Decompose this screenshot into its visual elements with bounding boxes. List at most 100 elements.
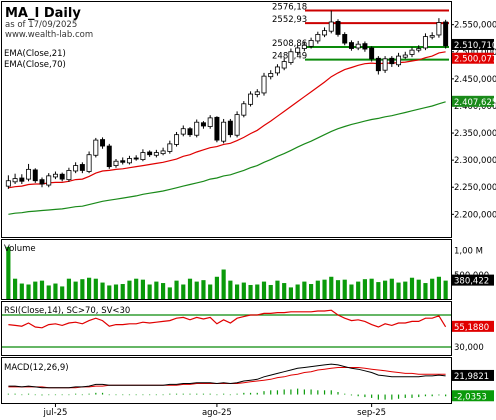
volume-bar xyxy=(26,284,31,299)
macd-hist-bar xyxy=(411,394,413,398)
volume-last-tag xyxy=(452,274,494,286)
candle-body xyxy=(227,120,233,136)
macd-hist-bar xyxy=(108,394,110,396)
candle-body xyxy=(342,34,348,44)
price-ytick-label: 2.250,000 xyxy=(454,183,496,193)
candle-body xyxy=(369,47,375,60)
axes: jul-25 ago-25 sep-25 xyxy=(42,403,386,418)
price-panel-frame xyxy=(1,1,452,238)
volume-bar xyxy=(349,284,354,299)
volume-bar xyxy=(282,283,287,299)
macd-hist-bar xyxy=(162,394,164,396)
macd-series: 21,9821 -2,0353 xyxy=(7,363,494,402)
level-label: 2552,93 xyxy=(272,15,307,25)
volume-bar xyxy=(187,278,193,299)
volume-bar xyxy=(309,284,314,299)
candle-body xyxy=(194,121,200,136)
volume-bar xyxy=(335,280,341,299)
volume-bar xyxy=(13,278,18,299)
candle-body xyxy=(59,173,65,180)
candle-body xyxy=(248,93,254,105)
candle-body xyxy=(140,152,146,160)
candle-body xyxy=(79,164,85,171)
candle-body xyxy=(261,75,267,94)
volume-bar xyxy=(416,279,421,299)
candle-body xyxy=(348,42,354,49)
candle-body xyxy=(93,139,99,156)
macd-hist-bar xyxy=(115,394,117,396)
price-last-tag xyxy=(452,38,494,50)
price-last-label: 2.407,625 xyxy=(454,98,496,108)
macd-hist-bar xyxy=(364,394,366,398)
candle-body xyxy=(335,21,341,35)
macd-hist-bar xyxy=(41,394,43,396)
legend-ema21: EMA(Close,21) xyxy=(4,49,66,59)
x-tick-label: sep-25 xyxy=(357,408,386,418)
macd-last-label: -2,0353 xyxy=(454,392,487,402)
macd-hist-bar xyxy=(21,394,23,396)
macd-hist-bar xyxy=(371,394,373,398)
macd-hist-bar xyxy=(142,394,144,396)
volume-bar xyxy=(383,280,388,299)
candle-body xyxy=(32,169,38,182)
macd-hist-bar xyxy=(297,388,299,395)
volume-bar xyxy=(342,279,347,299)
candle-body xyxy=(436,22,442,36)
candle-body xyxy=(39,179,45,185)
volume-bar xyxy=(194,281,199,299)
candle-body xyxy=(382,58,388,71)
candle-body xyxy=(274,66,280,74)
rsi-ytick-label: 30,000 xyxy=(454,343,484,353)
macd-hist-bar xyxy=(384,394,386,400)
volume-bar xyxy=(396,282,401,299)
legend-ema70: EMA(Close,70) xyxy=(4,60,66,70)
candle-body xyxy=(167,143,173,152)
volume-bar xyxy=(241,282,246,299)
macd-hist-bar xyxy=(14,393,16,395)
volume-series: 1,00 M500,000380,422 xyxy=(6,247,494,299)
macd-hist-bar xyxy=(330,390,332,395)
volume-bar xyxy=(214,276,219,299)
macd-panel-frame xyxy=(1,357,452,404)
macd-hist-bar xyxy=(424,394,427,397)
volume-bar xyxy=(208,284,213,299)
candle-body xyxy=(281,61,287,69)
volume-bar xyxy=(167,287,172,299)
rsi-last-label: 55,1880 xyxy=(454,323,489,333)
candle-body xyxy=(160,150,166,155)
volume-bar xyxy=(235,284,240,299)
price-ytick-label: 2.550,000 xyxy=(454,21,496,31)
volume-bar xyxy=(93,278,98,299)
candle-body xyxy=(174,134,180,145)
volume-bar xyxy=(443,280,448,299)
volume-bar xyxy=(53,283,58,299)
candle-body xyxy=(315,34,321,42)
volume-bar xyxy=(19,283,24,299)
price-ytick-label: 2.400,000 xyxy=(454,102,496,112)
candle-body xyxy=(19,177,25,182)
candle-body xyxy=(443,21,449,47)
volume-ytick-label: 1,00 M xyxy=(454,247,483,257)
macd-hist-bar xyxy=(175,393,178,395)
candle-body xyxy=(120,160,126,163)
candle-body xyxy=(106,145,112,168)
site-url: www.wealth-lab.com xyxy=(5,30,93,40)
price-last-tag xyxy=(452,95,494,107)
candle-body xyxy=(153,152,159,156)
candle-body xyxy=(180,128,186,135)
macd-hist-bar xyxy=(149,394,151,396)
volume-bar xyxy=(268,284,273,299)
volume-bar xyxy=(356,281,361,299)
volume-bar xyxy=(147,284,152,299)
ema21-line xyxy=(8,51,446,189)
rsi-series: 30,000 55,1880 xyxy=(2,309,494,353)
macd-hist-bar xyxy=(243,392,245,395)
volume-bar xyxy=(315,280,320,299)
candle-body xyxy=(46,175,52,186)
macd-hist-bar xyxy=(445,394,447,397)
price-last-label: 2.510,710 xyxy=(454,41,496,51)
candle-body xyxy=(86,154,92,172)
volume-bar xyxy=(161,283,166,299)
macd-hist-bar xyxy=(263,391,265,395)
